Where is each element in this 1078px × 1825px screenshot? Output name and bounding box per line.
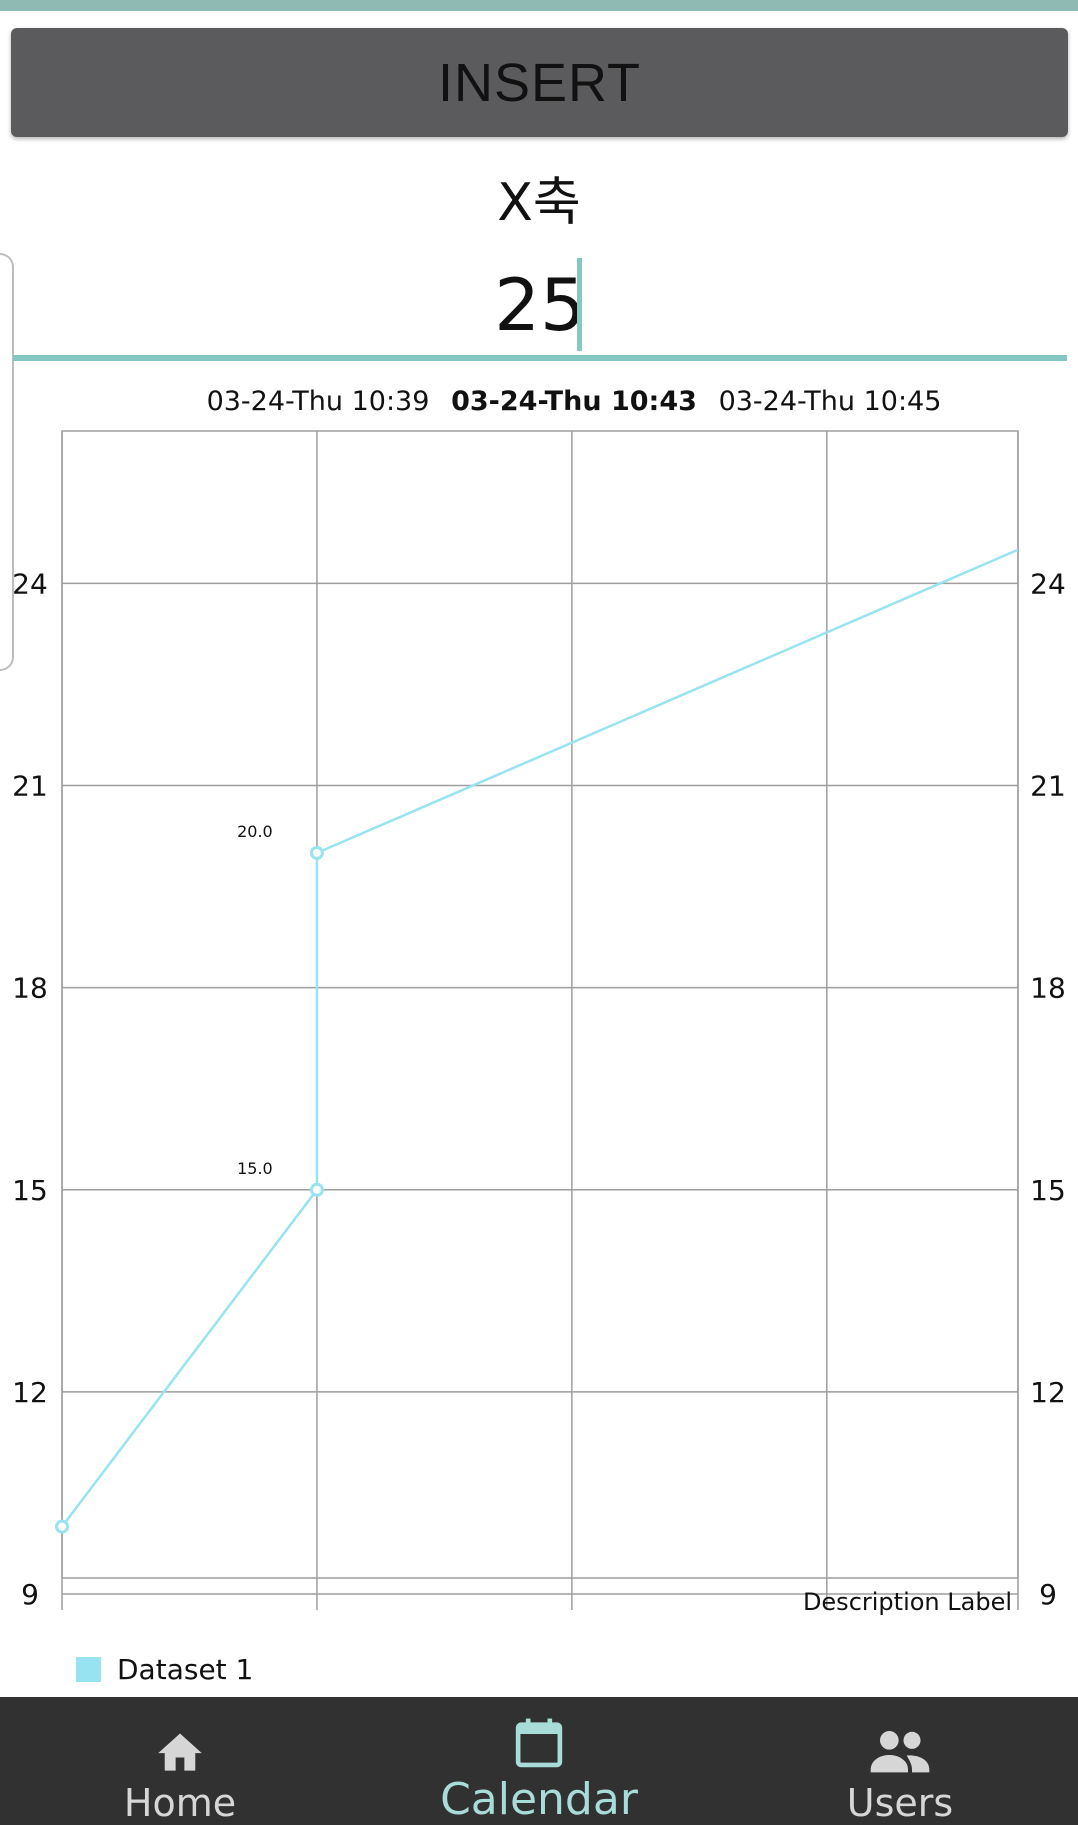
nav-home[interactable]: Home <box>100 1697 260 1825</box>
nav-calendar-label: Calendar <box>440 1774 638 1825</box>
data-point <box>309 845 324 860</box>
legend-label: Dataset 1 <box>117 1653 254 1686</box>
value-input[interactable] <box>13 255 1067 361</box>
y-tick-label-right: 21 <box>1030 770 1066 803</box>
y-tick-label-right: 9 <box>1039 1578 1057 1611</box>
y-tick-label-left: 18 <box>12 972 48 1005</box>
axis-title: X축 <box>497 173 581 233</box>
series-line <box>62 548 1018 1528</box>
users-icon <box>870 1731 930 1773</box>
y-tick-label-right: 18 <box>1030 972 1066 1005</box>
status-accent-bar <box>0 0 1078 11</box>
y-tick-label-left: 24 <box>12 567 48 600</box>
home-icon <box>158 1733 202 1771</box>
y-tick-label-left: 15 <box>12 1174 48 1207</box>
y-tick-label-left: 21 <box>12 770 48 803</box>
x-tick-label: 03-24-Thu 10:39 <box>207 386 430 417</box>
x-tick-label: 03-24-Thu 10:45 <box>719 386 942 417</box>
y-tick-label-right: 24 <box>1030 567 1066 600</box>
data-point <box>309 1182 324 1197</box>
chart-legend: Dataset 1 <box>76 1653 253 1686</box>
text-caret <box>577 258 582 351</box>
chart-description: Description Label <box>803 1588 1012 1616</box>
y-tick-label-left: 12 <box>12 1376 48 1409</box>
x-tick-label: 03-24-Thu 10:43 <box>451 386 697 417</box>
nav-calendar[interactable]: Calendar <box>409 1697 669 1825</box>
y-tick-label-left: 9 <box>21 1578 39 1611</box>
insert-button[interactable]: INSERT <box>11 28 1068 137</box>
data-point <box>55 1519 69 1534</box>
y-tick-label-right: 12 <box>1030 1376 1066 1409</box>
bottom-navigation: Home Calendar Users <box>0 1697 1078 1825</box>
nav-users-label: Users <box>846 1781 954 1825</box>
line-chart: 9 9 12 12 15 15 18 18 21 21 24 24 03-24-Thu 10:39 03-… <box>12 386 1066 1616</box>
data-label: 20.0 <box>237 822 273 841</box>
legend-swatch <box>76 1657 101 1682</box>
nav-users[interactable]: Users <box>820 1697 980 1825</box>
nav-home-label: Home <box>123 1781 237 1825</box>
data-label: 15.0 <box>237 1159 273 1178</box>
calendar-icon <box>515 1718 563 1768</box>
plot-frame <box>61 430 1019 1579</box>
y-tick-label-right: 15 <box>1030 1174 1066 1207</box>
